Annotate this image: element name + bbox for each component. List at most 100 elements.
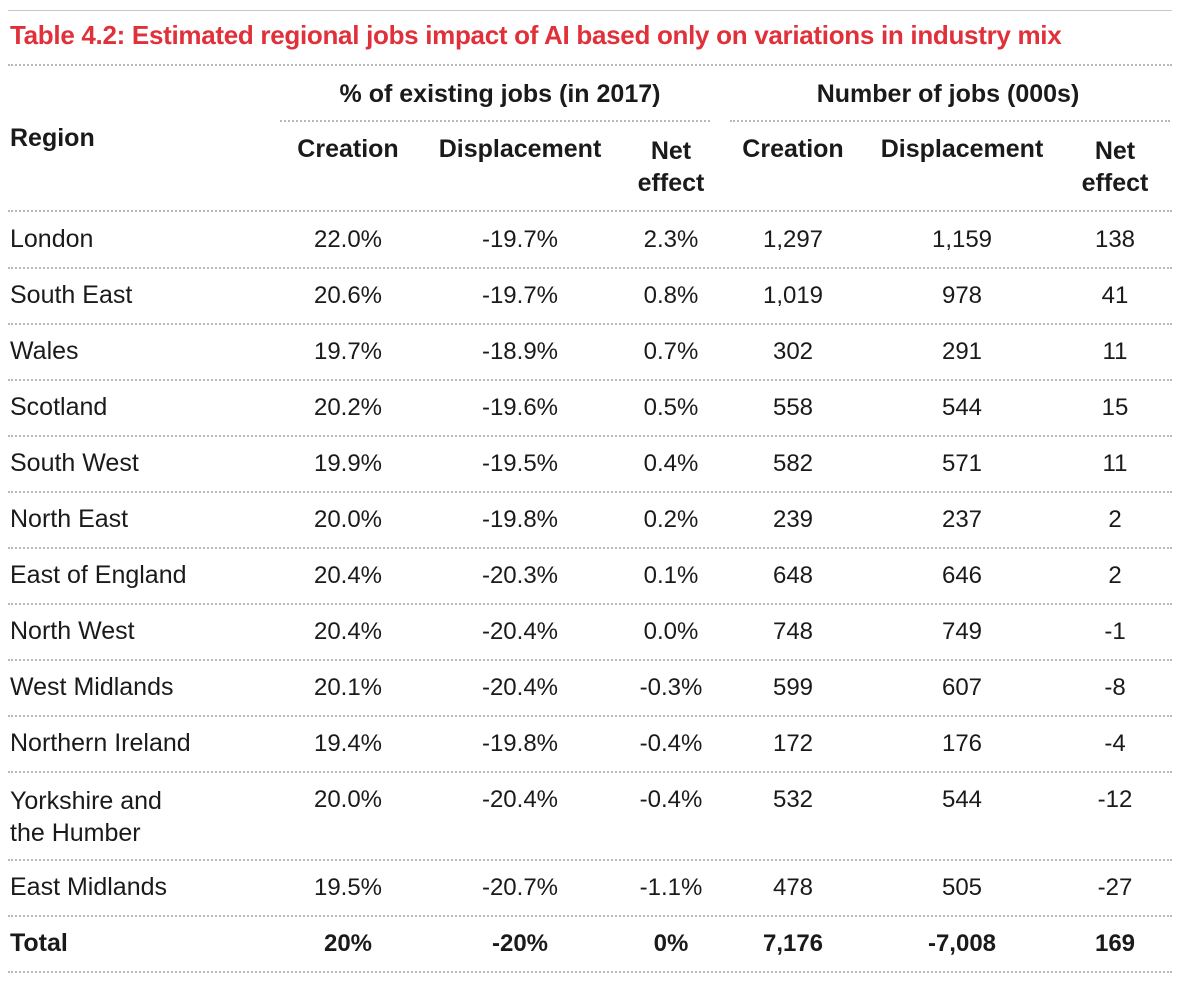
cell-creation-number: 599 xyxy=(772,674,814,701)
cell-displacement-number: 749 xyxy=(941,618,983,645)
cell-net-number: -27 xyxy=(1097,874,1133,901)
cell-creation-percent: 20.4% xyxy=(313,562,383,589)
cell-net-number: 2 xyxy=(1108,562,1122,589)
header-net-line1: Net xyxy=(1094,137,1136,165)
cell-region: North West xyxy=(10,617,135,646)
title-rule xyxy=(8,64,1172,66)
cell-net-number: 2 xyxy=(1108,506,1122,533)
header-group-number: Number of jobs (000s) xyxy=(816,80,1080,108)
region-line1: Northern Ireland xyxy=(10,729,191,757)
cell-displacement-percent: -20.3% xyxy=(481,562,559,589)
cell-displacement-number: 544 xyxy=(941,786,983,813)
cell-displacement-percent: -19.5% xyxy=(481,450,559,477)
header-net-line2: effect xyxy=(637,169,705,197)
row-rule xyxy=(8,267,1172,269)
cell-region: West Midlands xyxy=(10,673,174,702)
cell-net-percent: -1.1% xyxy=(639,874,703,901)
cell-displacement-number: 291 xyxy=(941,338,983,365)
header-net-number: Net effect xyxy=(1062,135,1168,199)
cell-creation-percent: 19.9% xyxy=(313,450,383,477)
cell-displacement-number: 544 xyxy=(941,394,983,421)
cell-displacement-percent: -19.7% xyxy=(481,226,559,253)
cell-creation-percent: 19.5% xyxy=(313,874,383,901)
row-rule xyxy=(8,971,1172,973)
cell-net-number: -12 xyxy=(1097,786,1133,813)
cell-net-number: 138 xyxy=(1094,226,1136,253)
cell-creation-percent: 20% xyxy=(323,930,373,957)
region-line1: South East xyxy=(10,281,133,309)
cell-displacement-number: -7,008 xyxy=(927,930,997,957)
cell-displacement-percent: -20.4% xyxy=(481,786,559,813)
cell-creation-number: 1,019 xyxy=(762,282,824,309)
header-region: Region xyxy=(10,124,95,152)
cell-displacement-number: 646 xyxy=(941,562,983,589)
cell-displacement-percent: -18.9% xyxy=(481,338,559,365)
cell-net-number: 15 xyxy=(1101,394,1129,421)
header-net-line1: Net xyxy=(650,137,692,165)
header-displacement-number: Displacement xyxy=(880,135,1044,163)
row-rule xyxy=(8,323,1172,325)
region-line1: London xyxy=(10,225,94,253)
group-rule-percent xyxy=(280,120,710,122)
cell-displacement-number: 1,159 xyxy=(931,226,993,253)
row-rule xyxy=(8,915,1172,917)
cell-creation-percent: 22.0% xyxy=(313,226,383,253)
row-rule xyxy=(8,435,1172,437)
header-creation-percent: Creation xyxy=(297,135,399,163)
cell-net-percent: 0.4% xyxy=(643,450,699,477)
cell-net-percent: -0.4% xyxy=(639,730,703,757)
cell-region: East Midlands xyxy=(10,873,167,902)
cell-region: Total xyxy=(10,929,68,958)
header-rule xyxy=(8,210,1172,212)
row-rule xyxy=(8,603,1172,605)
cell-creation-number: 239 xyxy=(772,506,814,533)
cell-displacement-number: 176 xyxy=(941,730,983,757)
cell-creation-percent: 19.7% xyxy=(313,338,383,365)
cell-net-percent: -0.3% xyxy=(639,674,703,701)
cell-net-percent: 0.5% xyxy=(643,394,699,421)
cell-net-percent: -0.4% xyxy=(639,786,703,813)
cell-net-number: 11 xyxy=(1102,338,1128,365)
cell-net-percent: 0.2% xyxy=(643,506,699,533)
cell-creation-number: 648 xyxy=(772,562,814,589)
region-line1: South West xyxy=(10,449,139,477)
header-displacement-percent: Displacement xyxy=(438,135,602,163)
cell-net-percent: 0.8% xyxy=(643,282,699,309)
cell-net-number: 41 xyxy=(1101,282,1129,309)
cell-displacement-percent: -19.6% xyxy=(481,394,559,421)
cell-creation-number: 302 xyxy=(772,338,814,365)
cell-net-percent: 0.7% xyxy=(643,338,699,365)
cell-region: London xyxy=(10,225,93,254)
cell-region: Northern Ireland xyxy=(10,729,191,758)
region-line1: East Midlands xyxy=(10,873,168,901)
cell-displacement-number: 237 xyxy=(941,506,983,533)
cell-creation-number: 582 xyxy=(772,450,814,477)
region-line1: Scotland xyxy=(10,393,108,421)
cell-displacement-number: 505 xyxy=(941,874,983,901)
row-rule xyxy=(8,659,1172,661)
cell-displacement-percent: -20.7% xyxy=(481,874,559,901)
region-line1: North West xyxy=(10,617,135,645)
cell-region: North East xyxy=(10,505,128,534)
cell-displacement-percent: -20% xyxy=(491,930,549,957)
cell-displacement-number: 607 xyxy=(941,674,983,701)
cell-creation-percent: 20.6% xyxy=(313,282,383,309)
row-rule xyxy=(8,771,1172,773)
region-line1: Yorkshire and xyxy=(10,787,162,815)
region-line1: East of England xyxy=(10,561,187,589)
header-net-line2: effect xyxy=(1081,169,1149,197)
cell-creation-number: 748 xyxy=(772,618,814,645)
cell-displacement-percent: -19.8% xyxy=(481,730,559,757)
cell-net-percent: 2.3% xyxy=(643,226,699,253)
header-net-percent: Net effect xyxy=(612,135,730,199)
cell-creation-number: 558 xyxy=(772,394,814,421)
cell-creation-percent: 20.0% xyxy=(313,786,383,813)
cell-net-percent: 0.0% xyxy=(643,618,699,645)
cell-net-number: 169 xyxy=(1094,930,1136,957)
cell-region: Scotland xyxy=(10,393,107,422)
header-group-percent: % of existing jobs (in 2017) xyxy=(339,80,661,108)
region-line1: Total xyxy=(10,929,68,957)
cell-net-number: 11 xyxy=(1102,450,1128,477)
cell-creation-number: 1,297 xyxy=(762,226,824,253)
